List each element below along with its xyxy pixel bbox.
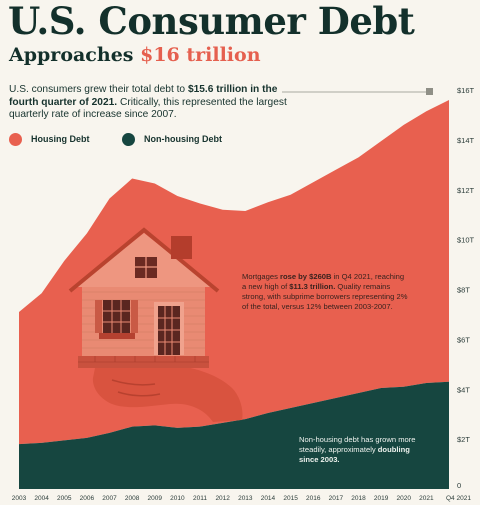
- y-axis-ticks: 0 $2T $4T $6T $8T $10T $12T $14T $16T: [457, 86, 475, 490]
- legend-swatch-housing: [9, 133, 22, 146]
- x-tick-label: 2007: [102, 495, 117, 502]
- housing-note-4: $11.3 trillion.: [289, 282, 336, 291]
- x-tick-label: 2016: [306, 495, 321, 502]
- x-tick-label: 2008: [125, 495, 140, 502]
- y-tick-label: $16T: [457, 86, 475, 95]
- x-tick-label: 2011: [193, 495, 207, 502]
- x-tick-label: 2010: [170, 495, 185, 502]
- total-callout-line: [282, 88, 433, 95]
- intro-text-3: Critically, this represented the largest…: [9, 96, 287, 121]
- x-tick-label: 2006: [80, 495, 95, 502]
- x-tick-label: 2021: [419, 495, 434, 502]
- nonhousing-note-2: doubling since 2003.: [299, 445, 410, 464]
- y-tick-label: $8T: [457, 286, 470, 295]
- page-title: U.S. Consumer Debt: [8, 0, 415, 43]
- house-chimney: [171, 236, 192, 259]
- housing-note-2: rose by $260B: [280, 272, 332, 281]
- x-tick-label: 2012: [215, 495, 230, 502]
- housing-note-5: Quality remains strong, with subprime bo…: [242, 282, 408, 311]
- y-tick-label: $4T: [457, 385, 470, 394]
- nonhousing-debt-area: [19, 381, 449, 489]
- y-tick-label: 0: [457, 481, 461, 490]
- housing-note-3: in Q4 2021, reaching a new high of: [242, 272, 405, 291]
- legend-label-nonhousing: Non-housing Debt: [144, 134, 222, 144]
- nonhousing-note-1: Non-housing debt has grown more steadily…: [299, 435, 416, 454]
- x-tick-label: 2020: [397, 495, 412, 502]
- x-tick-label: Q4 2021: [446, 495, 471, 502]
- window-shutter-left: [95, 300, 102, 333]
- x-tick-label: 2017: [329, 495, 344, 502]
- y-tick-label: $12T: [457, 186, 475, 195]
- hand-finger-lines: [111, 379, 161, 397]
- x-tick-label: 2009: [148, 495, 163, 502]
- window-shutter-right: [131, 300, 138, 333]
- x-axis-ticks: 2003 2004 2005 2006 2007 2008 2009 2010 2011 2012…: [12, 495, 472, 502]
- x-tick-label: 2019: [374, 495, 389, 502]
- page-subtitle: Approaches $16 trillion: [9, 43, 261, 67]
- x-tick-label: 2005: [57, 495, 72, 502]
- front-window: [103, 300, 130, 333]
- flower-box: [99, 333, 135, 339]
- callout-marker: [426, 88, 433, 95]
- y-tick-label: $2T: [457, 435, 470, 444]
- house-siding: [82, 291, 205, 349]
- x-tick-label: 2013: [238, 495, 253, 502]
- legend-label-housing: Housing Debt: [31, 134, 90, 144]
- y-tick-label: $14T: [457, 136, 475, 145]
- housing-note-1: Mortgages: [242, 272, 280, 281]
- x-tick-label: 2018: [351, 495, 366, 502]
- intro-text-1: U.S. consumers grew their total debt to: [9, 84, 188, 95]
- intro-text-2: $15.6 trillion in the fourth quarter of …: [9, 84, 278, 108]
- x-tick-label: 2004: [34, 495, 49, 502]
- intro-paragraph: U.S. consumers grew their total debt to …: [9, 84, 309, 122]
- x-tick-label: 2015: [283, 495, 298, 502]
- y-tick-label: $10T: [457, 236, 475, 245]
- y-tick-label: $6T: [457, 335, 470, 344]
- x-tick-label: 2014: [261, 495, 276, 502]
- subtitle-accent: $16 trillion: [140, 44, 261, 66]
- subtitle-prefix: Approaches: [9, 44, 141, 66]
- housing-annotation: Mortgages rose by $260B in Q4 2021, reac…: [242, 272, 410, 312]
- house-roof-trim: [68, 227, 220, 293]
- hand-shape: [92, 361, 243, 422]
- legend-swatch-nonhousing: [122, 133, 135, 146]
- house-in-hand-illustration: [68, 227, 243, 422]
- nonhousing-annotation: Non-housing debt has grown more steadily…: [299, 435, 429, 465]
- x-tick-label: 2003: [12, 495, 27, 502]
